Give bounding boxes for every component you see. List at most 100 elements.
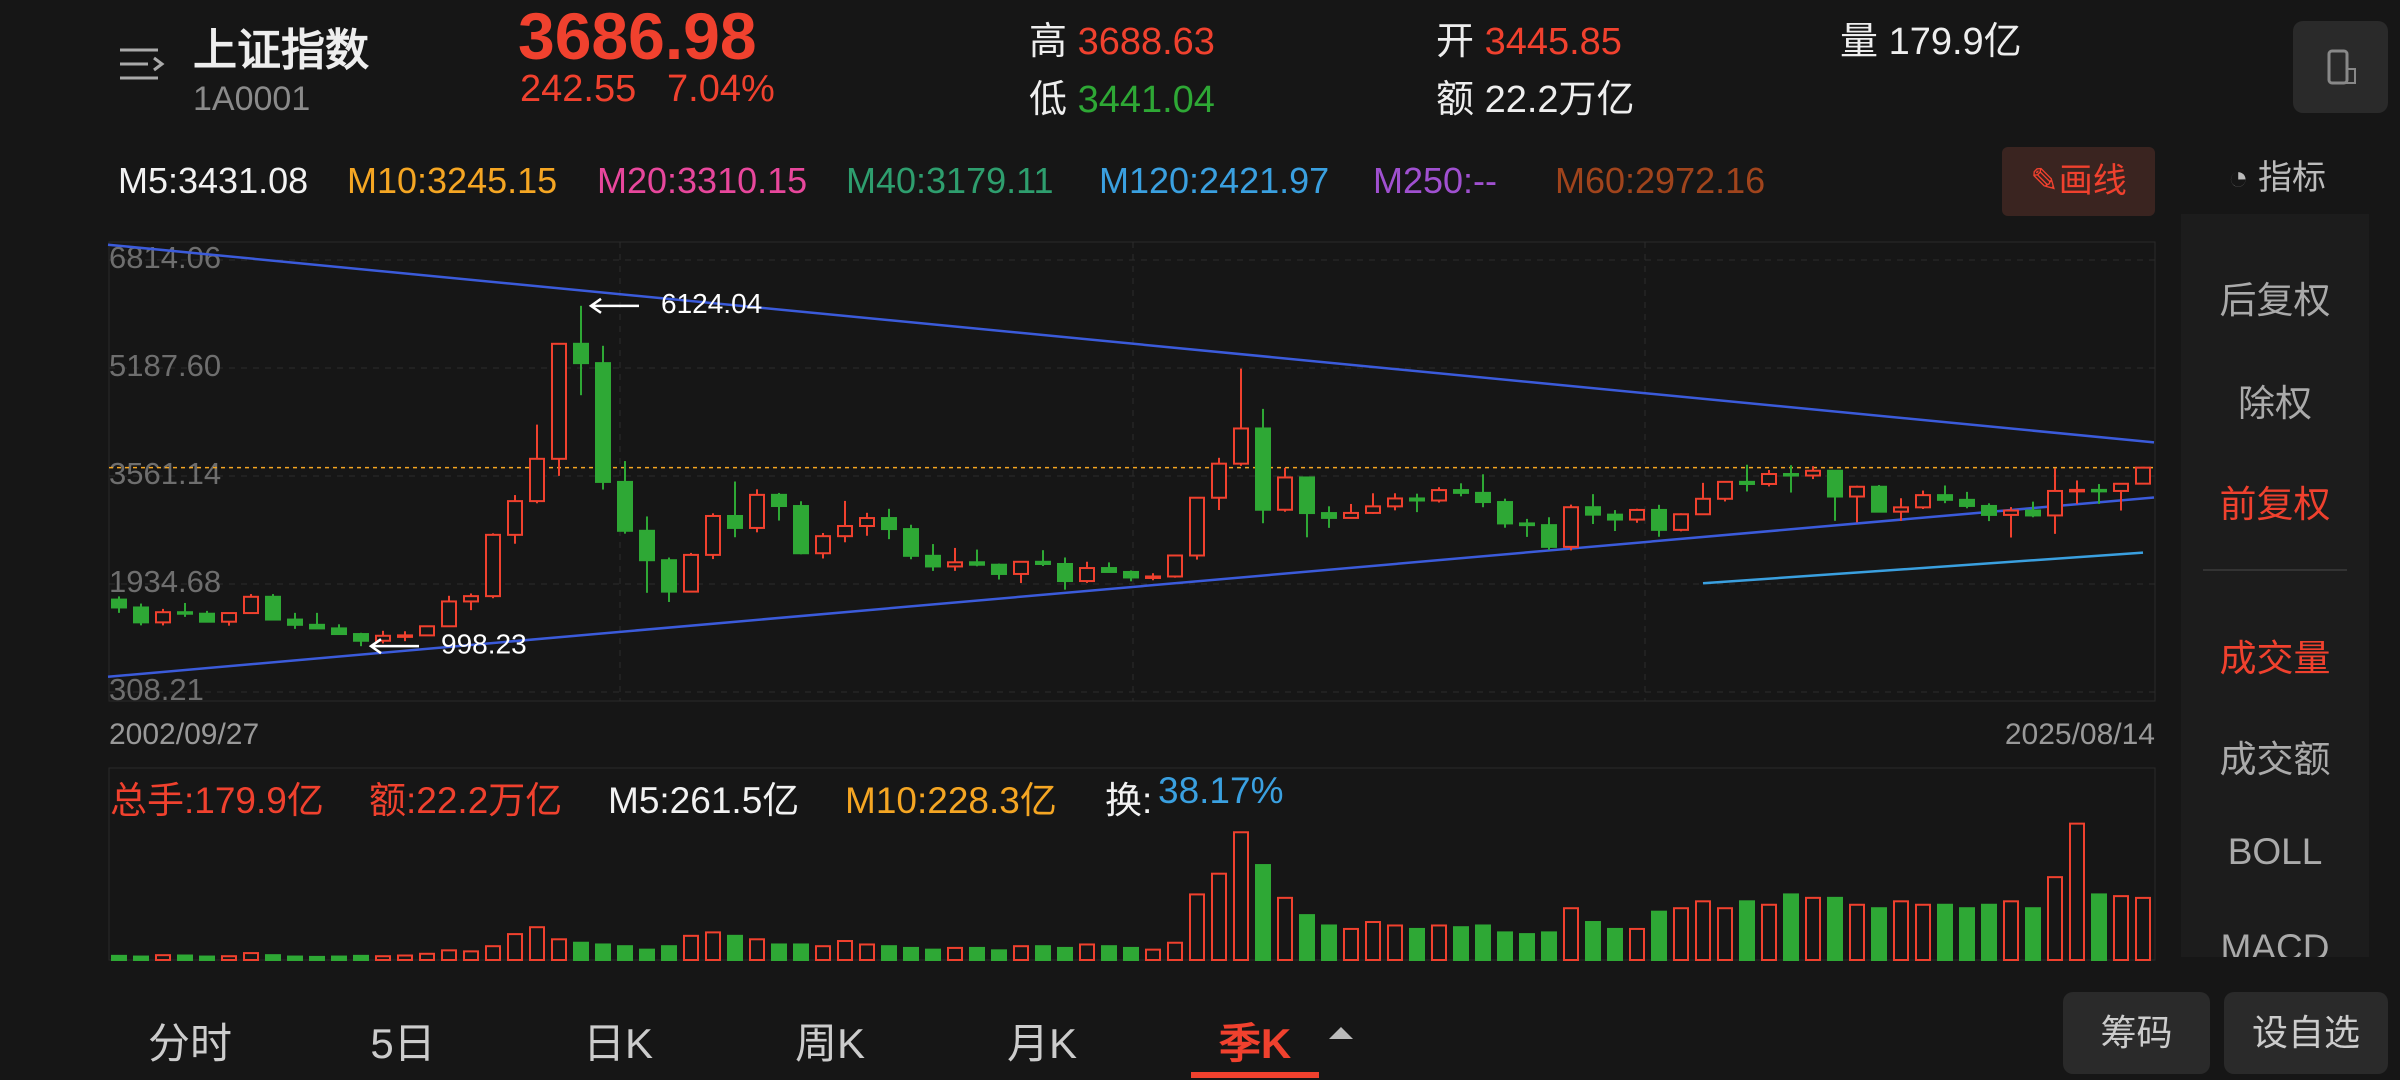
label: 低	[1029, 79, 1068, 121]
volume-bar	[2135, 896, 2151, 961]
indicator: M5:3431.08	[118, 160, 309, 201]
volume-bar	[1651, 910, 1667, 962]
candle-body	[551, 342, 567, 460]
menu-item[interactable]: 成交额	[2219, 739, 2331, 780]
volume-bar	[375, 955, 391, 962]
candle-body	[1035, 560, 1051, 565]
volume-bar	[837, 940, 853, 961]
candle-body	[1255, 427, 1271, 511]
indicator-button[interactable]: ◔ 指标	[2228, 159, 2326, 197]
volume-bar	[1387, 924, 1403, 962]
price: 3686.98	[518, 0, 757, 73]
candle-body	[815, 535, 831, 555]
candle-body	[1651, 508, 1667, 531]
volume-indicator: M10:228.3亿	[845, 780, 1057, 821]
candle-body	[309, 623, 325, 630]
candle-body	[1277, 476, 1293, 511]
x-label: 2025/08/14	[2005, 718, 2155, 751]
tab[interactable]: 月K	[1006, 1020, 1077, 1067]
volume-bar	[925, 948, 941, 962]
volume-bar	[133, 955, 149, 961]
annotation-label: 6124.04	[661, 288, 762, 319]
volume-bar	[507, 933, 523, 961]
volume-bar	[1167, 941, 1183, 962]
candle-body	[2025, 509, 2041, 517]
draw-button[interactable]: ✎画线	[2002, 147, 2155, 216]
candle-body	[1959, 498, 1975, 507]
value: 3445.85	[1484, 21, 1622, 63]
volume-bar	[485, 945, 501, 962]
candle-body	[419, 625, 435, 637]
volume-bar	[551, 938, 567, 961]
annotation-arrow	[588, 297, 639, 314]
candle-body	[1057, 562, 1073, 583]
volume-bar	[2025, 907, 2041, 962]
menu-item[interactable]: 除权	[2238, 383, 2312, 424]
candle-body	[111, 598, 127, 609]
candle-body	[1981, 504, 1997, 516]
icon	[2327, 49, 2356, 85]
volume-bar	[441, 949, 457, 961]
candle-body	[243, 595, 259, 615]
menu-icon[interactable]	[118, 44, 168, 88]
candle-body	[1079, 567, 1095, 583]
tab[interactable]: 分时	[147, 1020, 232, 1067]
volume-bar	[1189, 893, 1205, 962]
y-tick-label: 5187.60	[109, 348, 221, 383]
menu-item[interactable]: 后复权	[2219, 280, 2331, 321]
menu-item[interactable]: BOLL	[2227, 831, 2323, 872]
volume-bar	[661, 945, 677, 962]
candle-body	[1827, 469, 1843, 498]
volume-bar	[1629, 927, 1645, 962]
candle-body	[837, 525, 853, 538]
separator	[2203, 569, 2347, 571]
tab[interactable]: 季K	[1218, 1020, 1292, 1067]
volume-bar	[111, 954, 127, 961]
device-button[interactable]	[2293, 21, 2388, 113]
candle-body	[925, 554, 941, 568]
candle-body	[1189, 496, 1205, 557]
candle-body	[529, 457, 545, 503]
candle-body	[1145, 575, 1161, 579]
x-label: 2002/09/27	[109, 718, 259, 751]
candle-body	[969, 561, 985, 566]
volume-bar	[1563, 907, 1579, 962]
candle-body	[1387, 497, 1403, 508]
candle-body	[1805, 469, 1821, 477]
volume-bar	[177, 954, 193, 961]
candle-body	[1629, 508, 1645, 521]
volume-bar	[639, 948, 655, 962]
volume-bar	[1695, 900, 1711, 961]
volume-bar	[1255, 864, 1271, 961]
menu-item[interactable]: 成交量	[2219, 638, 2331, 679]
candle-body	[1475, 491, 1491, 504]
menu-item[interactable]: MACD	[2220, 927, 2330, 957]
candle-body	[1409, 497, 1425, 502]
volume-bar	[1915, 903, 1931, 961]
volume-bar	[573, 941, 589, 962]
volume-bar	[969, 946, 985, 962]
candle-body	[1739, 480, 1755, 485]
button[interactable]: 筹码	[2063, 992, 2210, 1074]
volume-bar	[2047, 876, 2063, 962]
volume-indicator: 额:22.2万亿	[369, 780, 563, 821]
tab[interactable]: 日K	[582, 1020, 653, 1067]
candle-body	[903, 528, 919, 557]
menu-item[interactable]: 前复权	[2219, 484, 2331, 525]
candle-body	[793, 505, 809, 555]
volume-bar	[1959, 907, 1975, 962]
candle-body	[859, 517, 875, 528]
tab[interactable]: 周K	[794, 1020, 865, 1067]
tab[interactable]: 5日	[370, 1020, 436, 1067]
candle-body	[683, 553, 699, 593]
tab-arrow[interactable]	[1326, 1023, 1356, 1043]
candle-body	[1937, 494, 1953, 501]
volume-bar	[749, 938, 765, 961]
volume-indicator: 总手:179.9亿	[110, 780, 324, 821]
button[interactable]: 设自选	[2224, 992, 2388, 1074]
volume-bar	[1717, 907, 1733, 962]
annotation-label: 998.23	[441, 629, 527, 660]
volume-bar	[265, 954, 281, 962]
volume-bar	[1475, 924, 1491, 962]
volume-bar	[1849, 903, 1865, 961]
